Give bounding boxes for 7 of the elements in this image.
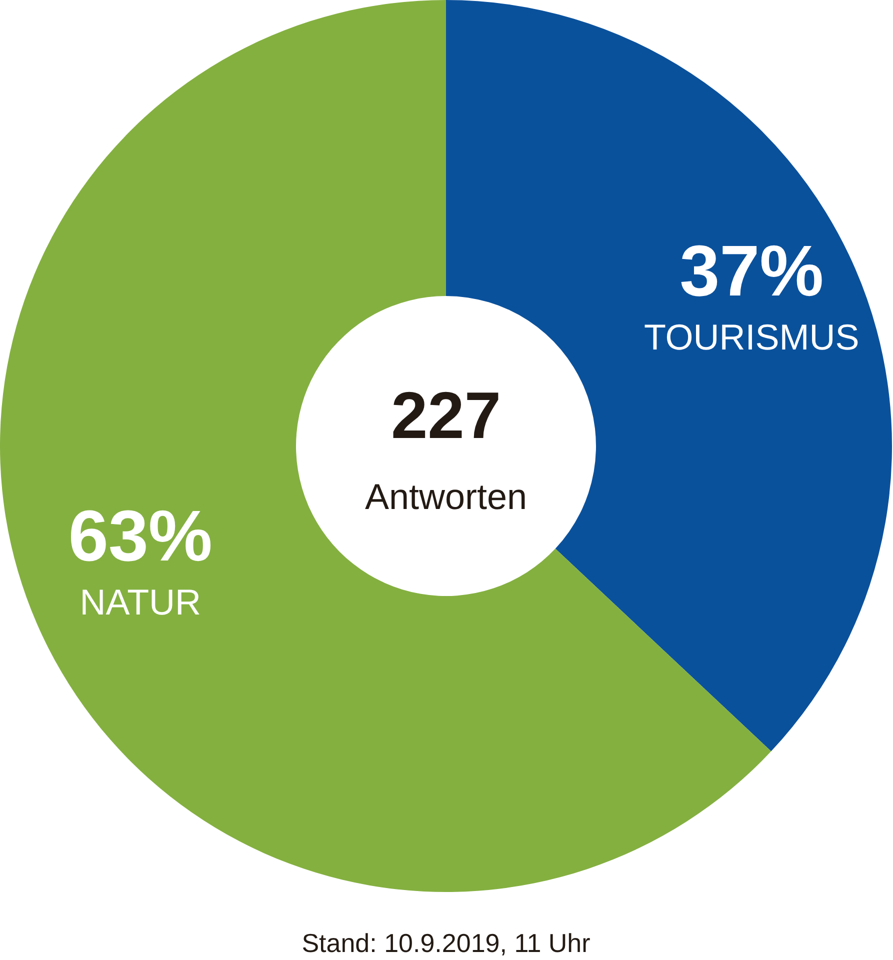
data-label: 37% <box>680 232 824 312</box>
slice-label: TOURISMUS <box>644 316 860 358</box>
text: 227 <box>390 378 502 452</box>
data-label: 63% <box>68 496 212 576</box>
text: Stand: 10.9.2019, 11 Uhr <box>302 928 591 958</box>
text: Antworten <box>364 476 528 517</box>
slice-label: NATUR <box>80 581 202 622</box>
